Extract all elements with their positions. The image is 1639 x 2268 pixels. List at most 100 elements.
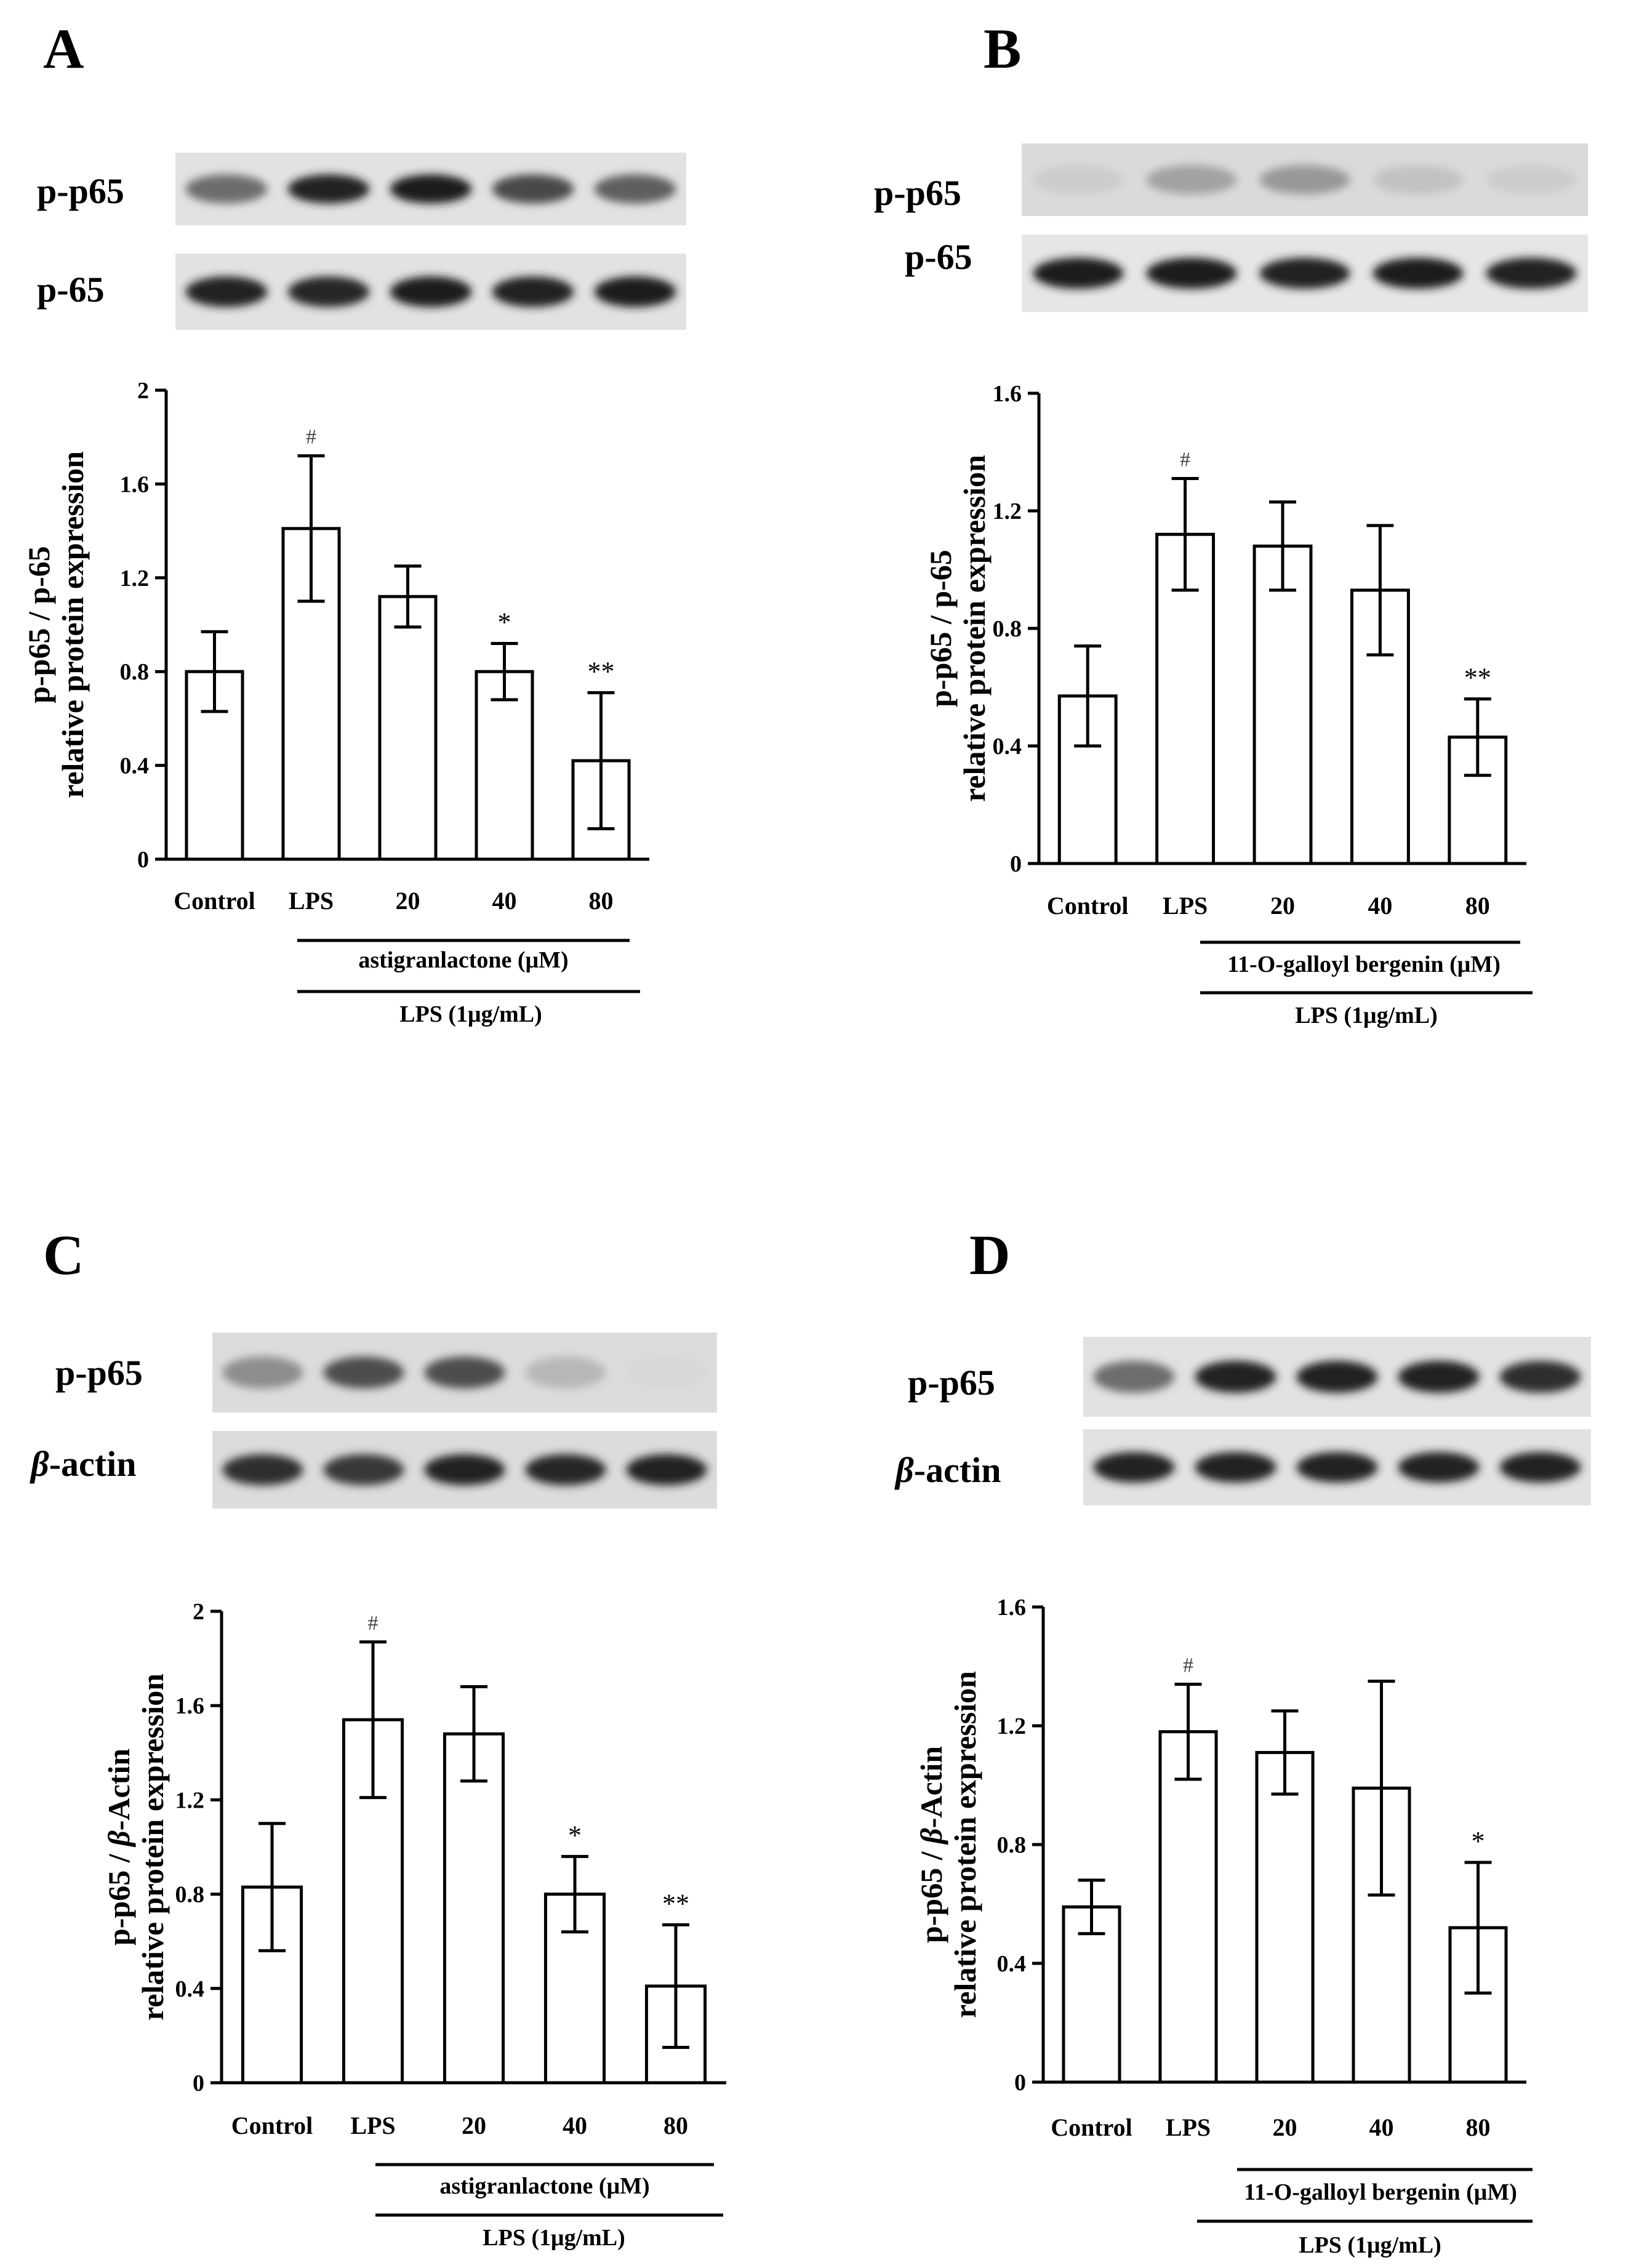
chart-axes: 0 0.4 0.8 1.2 1.6 2 [175, 1599, 726, 2096]
y-axis-label-line1: p-p65 / β-Actin [914, 1746, 948, 1943]
significance-marker: * [498, 607, 511, 637]
y-axis-label-line1: p-p65 / p-65 [923, 550, 958, 707]
blot-band [424, 1356, 505, 1388]
bar-group [185, 630, 244, 861]
y-tick-label: 0.8 [993, 616, 1022, 642]
bar [443, 1732, 505, 2085]
y-label-suffix: -Actin [914, 1746, 948, 1828]
bar-group: # [281, 426, 341, 861]
bar [475, 670, 534, 861]
y-axis-label-line2: relative protein expression [948, 1671, 982, 2018]
panel-a: Ap-p65 p-65 0 0.4 0.8 1.2 1.6 2 p-p65 / p-65 rela… [22, 17, 686, 1027]
blot-label: p-65 [37, 270, 105, 310]
lps-label: LPS (1μg/mL) [1295, 1003, 1438, 1028]
blot-band [185, 174, 268, 204]
y-label-prefix: p-p65 / [102, 1846, 136, 1945]
significance-marker: * [1472, 1826, 1485, 1856]
y-tick-label: 0 [193, 2070, 204, 2096]
significance-marker: * [568, 1820, 582, 1850]
blot-band [390, 276, 472, 307]
blot-band [1033, 165, 1124, 194]
x-category-label: 80 [1466, 2114, 1491, 2141]
y-tick-label: 2 [193, 1599, 204, 1625]
panel-letter: B [984, 17, 1021, 80]
x-category-label: Control [1047, 892, 1129, 920]
x-category-label: Control [231, 2112, 313, 2139]
significance-marker: # [368, 1612, 379, 1635]
bar [1255, 1750, 1315, 2084]
bar [378, 595, 438, 861]
bar-group: ** [571, 656, 631, 861]
lps-label: LPS (1μg/mL) [483, 2225, 625, 2251]
x-category-label: 20 [396, 887, 420, 915]
x-category-label: LPS [1166, 2114, 1211, 2141]
x-category-label: 80 [663, 2112, 688, 2139]
y-tick-label: 0.8 [175, 1882, 205, 1908]
blot-band [1093, 1452, 1175, 1483]
bar-group: * [1448, 1826, 1508, 2084]
blot-band [222, 1454, 303, 1486]
y-axis-label-line1: p-p65 / β-Actin [102, 1749, 136, 1945]
treatment-label: 11-O-galloyl bergenin (μM) [1227, 952, 1501, 977]
blot-band [1373, 257, 1464, 289]
y-tick-label: 1.2 [120, 566, 150, 591]
blot-label-italic: β [894, 1450, 914, 1490]
blot-band [1146, 257, 1237, 289]
blot-band [1146, 165, 1237, 194]
blot-band [492, 276, 574, 307]
y-tick-label: 1.6 [997, 1595, 1027, 1621]
significance-marker: # [306, 426, 316, 449]
x-category-label: 20 [462, 2112, 486, 2139]
bar [1252, 544, 1313, 865]
blot-band [525, 1356, 606, 1388]
bar-group [241, 1822, 303, 2085]
bar [1062, 1905, 1121, 2084]
blot-band [287, 276, 370, 307]
blot-band [323, 1356, 404, 1388]
x-category-label: Control [174, 887, 255, 915]
y-tick-label: 0.4 [993, 734, 1022, 759]
y-tick-label: 0.4 [175, 1976, 205, 2002]
bar-group: * [543, 1820, 606, 2085]
y-tick-label: 0 [1010, 851, 1022, 877]
blot-strip [175, 254, 686, 330]
lps-label: LPS (1μg/mL) [399, 1001, 542, 1027]
blot-band [390, 174, 472, 204]
y-label-suffix: -Actin [102, 1749, 136, 1830]
y-label-italic: β [914, 1828, 948, 1845]
significance-marker: # [1183, 1654, 1193, 1677]
y-axis-label-line2: relative protein expression [957, 455, 992, 802]
y-tick-label: 0.8 [120, 659, 150, 685]
x-category-label: 80 [1465, 892, 1490, 920]
y-tick-label: 0.4 [997, 1951, 1027, 1977]
bar-group [1057, 644, 1118, 865]
bar-group [443, 1685, 505, 2085]
y-tick-label: 0.8 [997, 1832, 1027, 1858]
y-tick-label: 1.6 [120, 471, 150, 497]
blot-band [1259, 257, 1350, 289]
blot-label: p-p65 [55, 1353, 143, 1393]
blot-band [525, 1454, 606, 1486]
x-category-label: 40 [1369, 2114, 1394, 2141]
bar-group: # [1155, 448, 1216, 865]
blot-band [222, 1356, 303, 1388]
y-tick-label: 1.6 [175, 1693, 205, 1719]
bar-group: # [342, 1612, 404, 2085]
blot-strip [175, 153, 686, 225]
significance-marker: ** [1464, 663, 1491, 693]
bar [1158, 1730, 1218, 2084]
y-tick-label: 1.2 [175, 1787, 205, 1813]
panel-b: Bp-p65 p-65 0 0.4 0.8 1.2 1.6 p-p65 / p-65 relat… [874, 17, 1588, 1028]
blot-strip [1022, 143, 1588, 216]
y-tick-label: 0 [137, 847, 149, 873]
blot-band [424, 1454, 505, 1486]
blot-label-text: p-p65 [874, 173, 961, 213]
x-category-label: 40 [563, 2112, 587, 2139]
blot-band [1093, 1361, 1175, 1393]
blot-band [1486, 165, 1577, 194]
blot-band [1398, 1452, 1480, 1483]
y-label-italic: β [102, 1830, 136, 1848]
bar-group: ** [644, 1888, 707, 2085]
significance-marker: # [1180, 448, 1190, 471]
